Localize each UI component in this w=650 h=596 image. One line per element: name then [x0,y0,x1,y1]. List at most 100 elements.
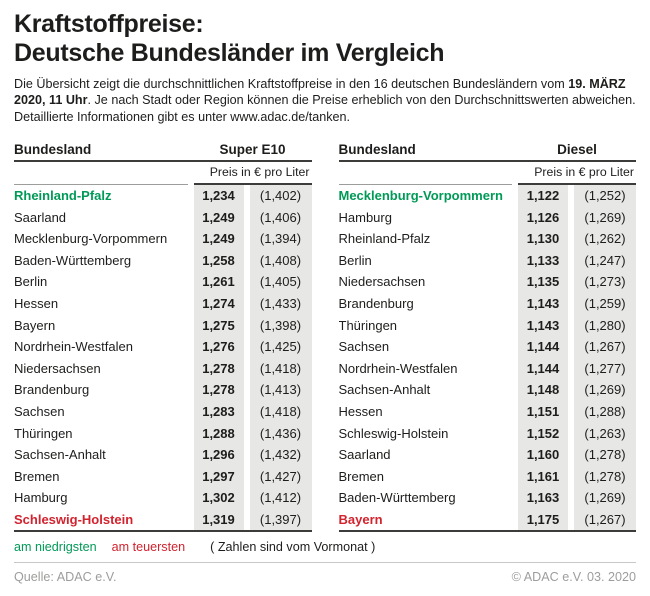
current-price: 1,274 [193,292,244,315]
table-row: Baden-Württemberg 1,163 (1,269) [338,487,636,509]
table-row: Rheinland-Pfalz 1,130 (1,262) [339,227,636,250]
legend-lowest-label: am niedrigsten [14,540,97,555]
intro-part2: . Je nach Stadt oder Region können die P… [14,93,636,124]
state-name: Thüringen [14,425,73,441]
previous-month-price: (1,433) [249,292,312,315]
state-name: Saarland [14,209,67,225]
state-name: Schleswig-Holstein [338,425,449,441]
state-name: Hessen [14,295,59,311]
column-header-fuel-super-e10: Super E10 [219,142,286,158]
title-line2: Deutsche Bundesländer im Vergleich [14,39,445,68]
state-name: Bremen [338,468,385,484]
table-row: Hessen 1,151 (1,288) [339,400,636,423]
state-name: Nordrhein-Westfalen [338,360,458,376]
state-name: Hamburg [338,209,392,225]
state-name: Baden-Württemberg [338,490,456,506]
current-price: 1,152 [518,422,568,444]
current-price: 1,126 [518,206,568,228]
title-line1: Kraftstoffpreise: [14,10,204,38]
previous-month-price: (1,418) [249,400,312,423]
previous-month-price: (1,269) [574,206,636,228]
intro-date-bold: 19. MÄRZ 2020, 11 Uhr [14,76,626,108]
table-header: Bundesland Super E10 [14,140,312,162]
previous-month-price: (1,252) [574,184,636,207]
previous-month-price: (1,269) [574,379,636,401]
current-price: 1,133 [518,249,568,272]
state-name: Niedersachsen [14,360,101,376]
current-price: 1,135 [518,271,568,293]
previous-month-price: (1,273) [574,271,636,293]
current-price: 1,283 [193,400,244,423]
current-price: 1,275 [193,314,244,336]
state-name: Schleswig-Holstein [14,511,134,527]
state-name: Niedersachsen [338,274,426,290]
table-row: Berlin 1,133 (1,247) [338,249,636,272]
current-price: 1,278 [193,379,244,401]
state-name: Sachsen [338,339,390,355]
current-price: 1,302 [193,487,244,509]
state-name: Berlin [14,274,48,290]
table-row: Niedersachsen 1,135 (1,273) [338,271,636,293]
table-row: Sachsen-Anhalt 1,296 (1,432) [14,443,312,466]
previous-month-price: (1,427) [249,465,312,488]
footer: Quelle: ADAC e.V. © ADAC e.V. 03. 2020 [14,562,636,584]
intro-text: Die Übersicht zeigt die durchschnittlich… [14,76,636,126]
previous-month-price: (1,278) [574,443,636,466]
table-row: Berlin 1,261 (1,405) [14,271,312,293]
legend-note: ( Zahlen sind vom Vormonat ) [210,540,376,555]
table-row: Baden-Württemberg 1,258 (1,408) [14,249,312,272]
previous-month-price: (1,405) [249,271,312,293]
current-price: 1,249 [193,227,244,250]
page-title: Kraftstoffpreise: Deutsche Bundesländer i… [14,10,636,69]
previous-month-price: (1,398) [249,314,312,336]
current-price: 1,175 [518,508,568,531]
table-row: Sachsen 1,144 (1,267) [338,335,636,358]
previous-month-price: (1,267) [574,508,636,531]
table-subheader: Preis in € pro Liter [14,162,312,185]
table-row: Saarland 1,249 (1,406) [14,206,312,228]
state-name: Bayern [338,511,383,527]
state-name: Sachsen-Anhalt [338,382,431,398]
current-price: 1,297 [193,465,244,488]
copyright-label: © ADAC e.V. 03. 2020 [511,570,636,585]
intro-part1: Die Übersicht zeigt die durchschnittlich… [14,76,569,91]
state-name: Sachsen-Anhalt [14,447,106,463]
table-subheader: Preis in € pro Liter [338,162,636,185]
state-name: Hamburg [14,490,68,506]
current-price: 1,144 [518,335,568,358]
state-name: Berlin [338,252,372,268]
table-super-e10: Bundesland Super E10 Preis in € pro Lite… [14,140,312,533]
state-name: Mecklenburg-Vorpommern [338,188,503,203]
previous-month-price: (1,269) [574,487,636,509]
state-name: Bayern [14,317,56,333]
current-price: 1,122 [518,184,568,207]
table-row: Thüringen 1,143 (1,280) [339,314,636,336]
previous-month-price: (1,262) [574,227,636,250]
table-row: Bayern 1,275 (1,398) [14,314,312,336]
previous-month-price: (1,394) [249,227,312,250]
subheader-spacer [338,162,512,185]
table-row: Schleswig-Holstein 1,152 (1,263) [338,422,636,444]
table-row: Niedersachsen 1,278 (1,418) [14,357,312,380]
previous-month-price: (1,406) [249,206,312,228]
previous-month-price: (1,413) [249,379,312,401]
table-row: Saarland 1,160 (1,278) [338,443,636,466]
table-row: Mecklenburg-Vorpommern 1,122 (1,252) [338,184,636,207]
state-name: Nordrhein-Westfalen [14,339,133,355]
current-price: 1,160 [518,443,568,466]
table-row: Brandenburg 1,278 (1,413) [14,379,312,401]
legend: am niedrigsten am teuersten ( Zahlen sin… [14,540,636,554]
table-row: Bremen 1,161 (1,278) [338,465,636,488]
table-row: Hamburg 1,302 (1,412) [14,487,312,509]
current-price: 1,249 [193,206,244,228]
current-price: 1,143 [518,314,568,336]
previous-month-price: (1,277) [574,357,636,380]
table-row: Hessen 1,274 (1,433) [14,292,312,315]
current-price: 1,234 [193,184,244,207]
table-row: Sachsen-Anhalt 1,148 (1,269) [338,379,636,401]
column-header-bundesland: Bundesland [14,142,92,158]
state-name: Mecklenburg-Vorpommern [14,231,168,247]
state-name: Saarland [338,447,391,463]
table-row: Bayern 1,175 (1,267) [338,508,636,531]
